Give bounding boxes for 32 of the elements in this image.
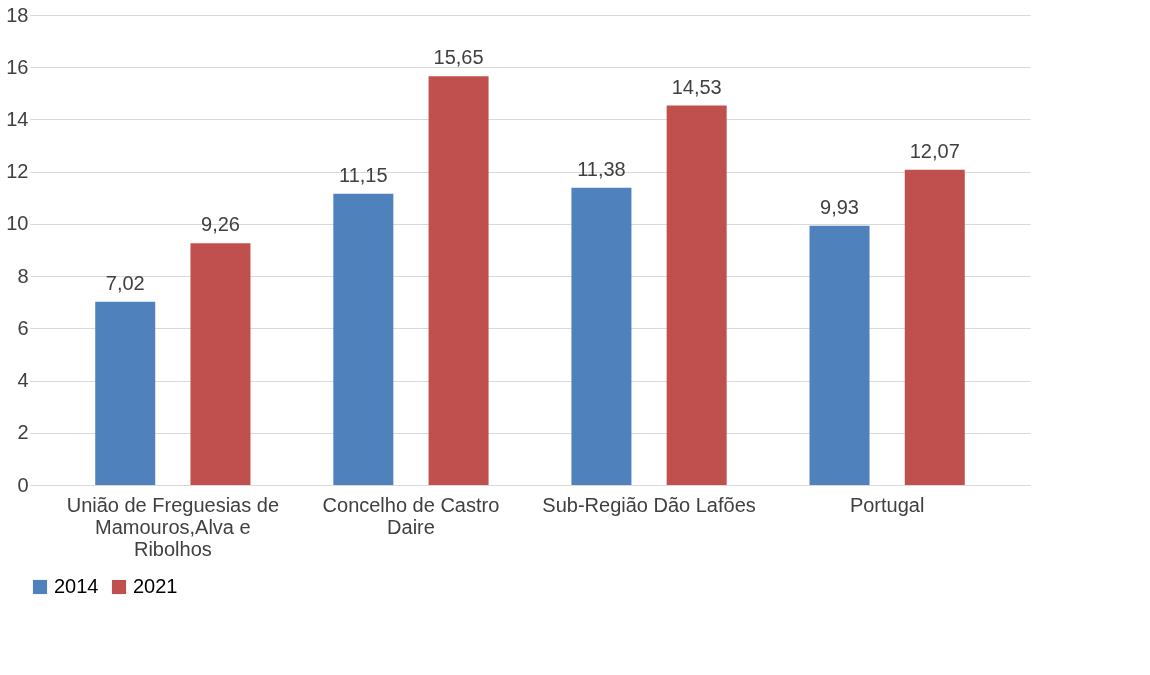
- y-tick-label: 4: [17, 369, 29, 392]
- data-label: 9,93: [820, 195, 859, 218]
- bar: [571, 187, 632, 485]
- data-label: 7,02: [105, 271, 145, 294]
- y-tick-label: 16: [6, 55, 29, 78]
- x-tick-label: União de Freguesias de Mamouros,Alva e Ribolhos: [66, 493, 280, 560]
- y-tick-label: 12: [6, 160, 29, 183]
- x-tick-label: Concelho de Castro Daire: [322, 493, 500, 538]
- data-label: 11,38: [577, 157, 626, 180]
- x-tick-label: Sub-Região Dão Lafões: [542, 493, 756, 516]
- bar: [428, 76, 489, 485]
- legend-label: 2021: [133, 575, 178, 597]
- y-tick-label: 6: [17, 316, 29, 339]
- data-label: 9,26: [201, 213, 240, 236]
- data-label: 11,15: [339, 163, 388, 186]
- y-tick-label: 2: [17, 421, 29, 444]
- y-tick-label: 18: [6, 3, 29, 26]
- bar: [904, 169, 965, 485]
- data-label: 15,65: [433, 46, 484, 69]
- bar: [95, 301, 156, 485]
- bar: [809, 225, 870, 485]
- data-label: 12,07: [909, 139, 960, 162]
- y-tick-label: 14: [6, 107, 29, 130]
- x-tick-label: Portugal: [849, 493, 925, 516]
- y-tick-label: 10: [6, 212, 29, 235]
- bar: [333, 193, 394, 485]
- legend-label: 2014: [54, 575, 99, 597]
- y-tick-label: 8: [17, 264, 29, 287]
- bar: [190, 243, 251, 485]
- y-tick-label: 0: [17, 473, 29, 496]
- data-label: 14,53: [671, 75, 722, 98]
- bar: [666, 105, 727, 485]
